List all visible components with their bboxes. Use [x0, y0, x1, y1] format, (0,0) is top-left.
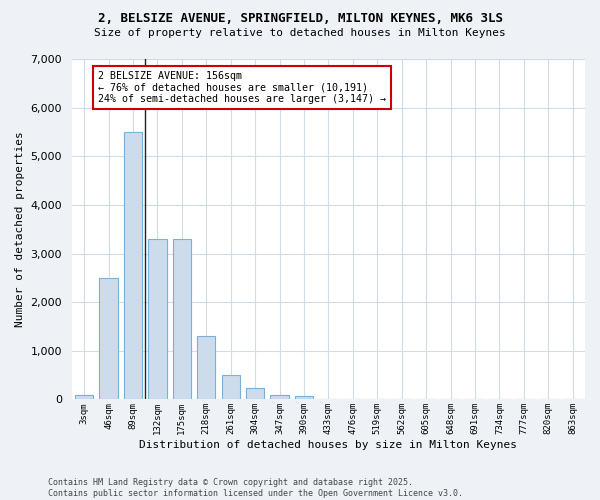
- Text: Size of property relative to detached houses in Milton Keynes: Size of property relative to detached ho…: [94, 28, 506, 38]
- Bar: [173, 239, 191, 400]
- Text: 2 BELSIZE AVENUE: 156sqm
← 76% of detached houses are smaller (10,191)
24% of se: 2 BELSIZE AVENUE: 156sqm ← 76% of detach…: [98, 71, 386, 104]
- Bar: [100, 278, 118, 400]
- Text: 2, BELSIZE AVENUE, SPRINGFIELD, MILTON KEYNES, MK6 3LS: 2, BELSIZE AVENUE, SPRINGFIELD, MILTON K…: [97, 12, 503, 26]
- Bar: [148, 239, 167, 400]
- Bar: [271, 394, 289, 400]
- Bar: [197, 336, 215, 400]
- Text: Contains HM Land Registry data © Crown copyright and database right 2025.
Contai: Contains HM Land Registry data © Crown c…: [48, 478, 463, 498]
- Bar: [124, 132, 142, 400]
- Y-axis label: Number of detached properties: Number of detached properties: [15, 132, 25, 327]
- Bar: [246, 388, 265, 400]
- Bar: [295, 396, 313, 400]
- Bar: [75, 394, 93, 400]
- Bar: [221, 375, 240, 400]
- X-axis label: Distribution of detached houses by size in Milton Keynes: Distribution of detached houses by size …: [139, 440, 517, 450]
